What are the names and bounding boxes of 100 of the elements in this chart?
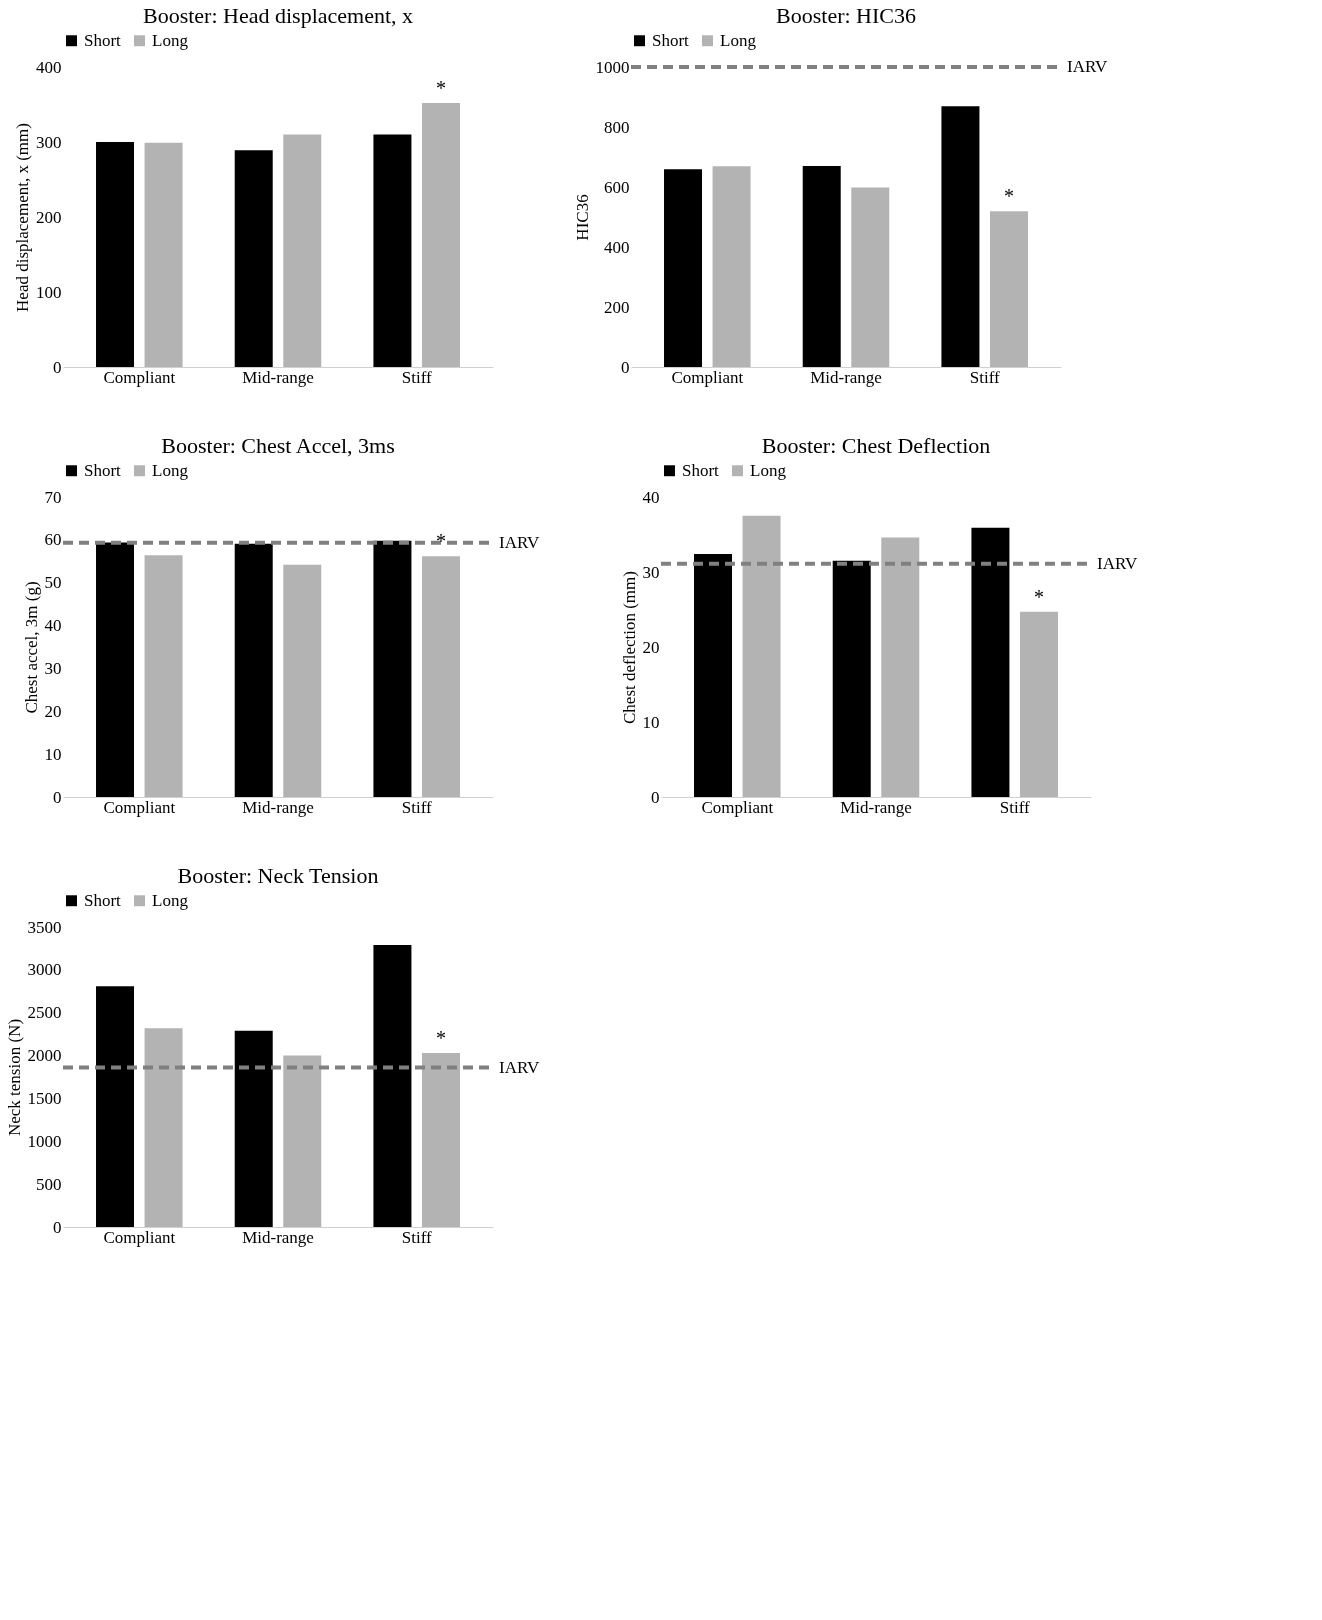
y-tick-label: 200 [604,297,630,317]
bar [283,134,322,367]
x-tick-label: Stiff [969,367,1000,387]
bar [989,211,1028,367]
chart-title: Booster: Head displacement, x [142,3,414,28]
bar [712,166,751,367]
y-tick-label: 1000 [27,1131,62,1151]
y-tick-label: 0 [53,357,62,377]
x-tick-label: Mid-range [242,367,314,387]
annotation: * [435,1027,446,1049]
x-tick-label: Stiff [401,1227,432,1247]
y-tick-label: 3000 [27,960,62,980]
y-tick-label: 300 [36,132,62,152]
y-tick-label: 500 [36,1174,62,1194]
x-tick-label: Mid-range [242,1227,314,1247]
y-tick-label: 60 [44,530,62,550]
y-tick-label: 30 [44,658,62,678]
ref-line-label: IARV [1097,553,1138,573]
ref-line-label: IARV [499,532,540,552]
x-tick-label: Compliant [671,367,744,387]
bar [234,150,273,367]
y-tick-label: 0 [621,357,630,377]
x-tick-label: Stiff [401,797,432,817]
legend-label: Short [84,460,122,480]
y-axis-title: HIC36 [572,194,592,241]
annotation: * [1033,585,1044,608]
legend-label: Long [750,460,787,480]
bar [234,1030,273,1227]
chart-title: Booster: HIC36 [776,3,916,28]
y-tick-label: 0 [53,787,62,807]
legend-label: Short [682,460,720,480]
y-tick-label: 400 [604,237,630,257]
y-tick-label: 10 [642,712,660,732]
chart-title: Booster: Neck Tension [177,863,379,888]
bar [373,540,412,797]
bar [144,1028,183,1227]
bar [421,1053,460,1227]
bar [664,169,703,367]
y-tick-label: 10 [44,744,62,764]
bar [421,103,460,367]
legend-label: Short [84,30,122,50]
y-tick-label: 800 [604,117,630,137]
y-tick-label: 2000 [27,1046,62,1066]
bar [971,527,1010,797]
y-tick-label: 40 [44,616,62,636]
bar [96,142,135,367]
y-tick-label: 100 [36,282,62,302]
x-tick-label: Mid-range [810,367,882,387]
bar [144,555,183,797]
y-tick-label: 200 [36,207,62,227]
y-tick-label: 3500 [27,917,62,937]
x-tick-label: Mid-range [242,797,314,817]
y-tick-label: 20 [642,637,660,657]
y-tick-label: 40 [642,487,660,507]
chart-title: Booster: Chest Accel, 3ms [161,433,395,458]
y-tick-label: 20 [44,701,62,721]
y-axis-title: Head displacement, x (mm) [13,123,32,312]
bar [802,166,841,367]
y-tick-label: 0 [651,787,660,807]
legend-label: Long [152,30,189,50]
bar [144,142,183,367]
x-tick-label: Compliant [701,797,774,817]
bar [234,543,273,797]
bar [283,1055,322,1227]
y-axis-title: Neck tension (N) [4,1018,24,1137]
y-tick-label: 50 [44,573,62,593]
legend-label: Long [720,30,757,50]
bar [96,542,135,797]
y-tick-label: 600 [604,177,630,197]
bar [832,560,871,797]
x-tick-label: Mid-range [840,797,912,817]
y-tick-label: 400 [36,57,62,77]
bar [283,564,322,797]
y-axis-title: Chest deflection (mm) [619,571,639,724]
y-tick-label: 2500 [27,1003,62,1023]
x-tick-label: Compliant [103,1227,176,1247]
bar [941,106,980,367]
chart-title: Booster: Chest Deflection [761,433,991,458]
bar [96,986,135,1227]
annotation: * [1003,185,1014,208]
y-tick-label: 1000 [595,57,630,77]
y-tick-label: 0 [53,1217,62,1237]
y-tick-label: 1500 [27,1088,62,1108]
ref-line-label: IARV [499,1057,540,1077]
ref-line-label: IARV [1067,57,1108,76]
bar [421,556,460,797]
legend-label: Long [152,460,189,480]
x-tick-label: Stiff [999,797,1030,817]
x-tick-label: Compliant [103,797,176,817]
bar [851,187,890,367]
y-axis-title: Chest accel, 3m (g) [21,581,41,714]
y-tick-label: 70 [44,487,62,507]
y-tick-label: 30 [642,562,660,582]
legend-label: Long [152,890,189,910]
annotation: * [435,530,446,553]
bar [694,554,733,797]
legend-label: Short [652,30,690,50]
x-tick-label: Compliant [103,367,176,387]
bar [1019,611,1058,797]
x-tick-label: Stiff [401,367,432,387]
